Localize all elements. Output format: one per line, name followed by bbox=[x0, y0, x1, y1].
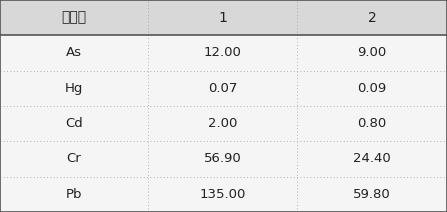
Text: Cr: Cr bbox=[67, 152, 81, 166]
Text: As: As bbox=[66, 46, 82, 60]
Bar bbox=[0, 141, 148, 177]
Text: Pb: Pb bbox=[66, 188, 82, 201]
Bar bbox=[0, 177, 148, 212]
Bar bbox=[0, 35, 148, 71]
Bar bbox=[0, 0, 148, 35]
Text: 24.40: 24.40 bbox=[353, 152, 391, 166]
Text: 9.00: 9.00 bbox=[358, 46, 387, 60]
Text: Cd: Cd bbox=[65, 117, 83, 130]
Text: 重金属: 重金属 bbox=[61, 11, 86, 25]
Text: 0.09: 0.09 bbox=[358, 82, 387, 95]
Text: 59.80: 59.80 bbox=[353, 188, 391, 201]
Text: 2.00: 2.00 bbox=[208, 117, 237, 130]
Bar bbox=[297, 0, 447, 35]
Bar bbox=[0, 106, 148, 141]
Bar bbox=[148, 106, 297, 141]
Text: 56.90: 56.90 bbox=[203, 152, 241, 166]
Bar bbox=[148, 177, 297, 212]
Bar bbox=[148, 0, 297, 35]
Bar bbox=[297, 141, 447, 177]
Bar bbox=[148, 141, 297, 177]
Text: 12.00: 12.00 bbox=[203, 46, 241, 60]
Text: 1: 1 bbox=[218, 11, 227, 25]
Text: 0.80: 0.80 bbox=[358, 117, 387, 130]
Bar bbox=[297, 35, 447, 71]
Bar bbox=[148, 71, 297, 106]
Bar bbox=[297, 106, 447, 141]
Bar bbox=[297, 71, 447, 106]
Text: 135.00: 135.00 bbox=[199, 188, 245, 201]
Text: 2: 2 bbox=[368, 11, 376, 25]
Bar bbox=[148, 35, 297, 71]
Text: Hg: Hg bbox=[64, 82, 83, 95]
Bar bbox=[297, 177, 447, 212]
Bar bbox=[0, 71, 148, 106]
Text: 0.07: 0.07 bbox=[208, 82, 237, 95]
